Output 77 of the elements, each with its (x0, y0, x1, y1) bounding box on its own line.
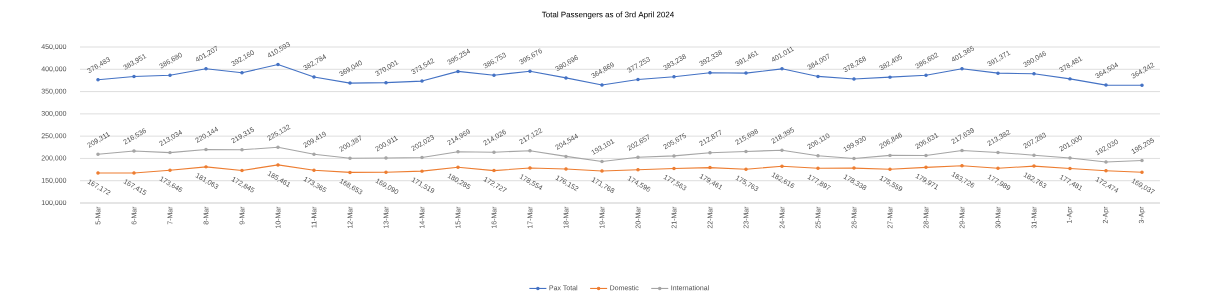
point (1140, 83, 1144, 87)
point (708, 150, 712, 155)
point (744, 71, 748, 75)
point (132, 149, 136, 153)
point (924, 153, 928, 158)
point (456, 150, 460, 154)
point (960, 66, 964, 71)
point (636, 77, 640, 82)
point (96, 78, 100, 82)
point (456, 165, 460, 169)
point (924, 73, 928, 78)
point (1104, 168, 1108, 173)
point (312, 75, 316, 79)
point (600, 83, 604, 87)
point (528, 166, 532, 170)
point (384, 80, 388, 85)
point (960, 163, 964, 168)
point (168, 73, 172, 77)
point (636, 155, 640, 159)
point (96, 152, 100, 157)
point (492, 150, 496, 154)
point (852, 77, 856, 81)
point (132, 171, 136, 175)
point (1104, 160, 1108, 164)
point (1068, 166, 1072, 171)
point (348, 81, 352, 85)
point (888, 75, 892, 79)
point (1068, 77, 1072, 81)
point (276, 62, 280, 67)
point (312, 152, 316, 156)
point (780, 148, 784, 152)
point (348, 156, 352, 160)
point (888, 167, 892, 172)
point (276, 163, 280, 167)
point (672, 154, 676, 158)
point (780, 164, 784, 168)
point (312, 168, 316, 173)
point (240, 148, 244, 152)
point (852, 166, 856, 170)
point (276, 145, 280, 149)
point (96, 171, 100, 175)
point (1068, 156, 1072, 160)
point (816, 74, 820, 79)
point (240, 71, 244, 75)
point (492, 73, 496, 77)
point (996, 166, 1000, 170)
point (168, 168, 172, 172)
point (1140, 158, 1144, 163)
point (384, 170, 388, 174)
point (348, 170, 352, 175)
point (528, 149, 532, 153)
point (204, 67, 208, 71)
point (996, 71, 1000, 75)
point (672, 75, 676, 79)
point (636, 168, 640, 172)
point (420, 79, 424, 83)
point (744, 167, 748, 171)
point (564, 167, 568, 171)
point (420, 169, 424, 173)
point (384, 156, 388, 160)
point (600, 169, 604, 173)
point (1104, 83, 1108, 87)
point (816, 166, 820, 171)
point (708, 70, 712, 75)
point (1140, 170, 1144, 174)
point (564, 76, 568, 80)
point (240, 168, 244, 173)
point (924, 165, 928, 170)
point (1032, 71, 1036, 76)
point (456, 69, 460, 74)
point (780, 67, 784, 71)
point (528, 69, 532, 73)
point (204, 165, 208, 169)
point (1032, 153, 1036, 157)
point (132, 74, 136, 79)
point (600, 159, 604, 164)
point (1032, 164, 1036, 168)
